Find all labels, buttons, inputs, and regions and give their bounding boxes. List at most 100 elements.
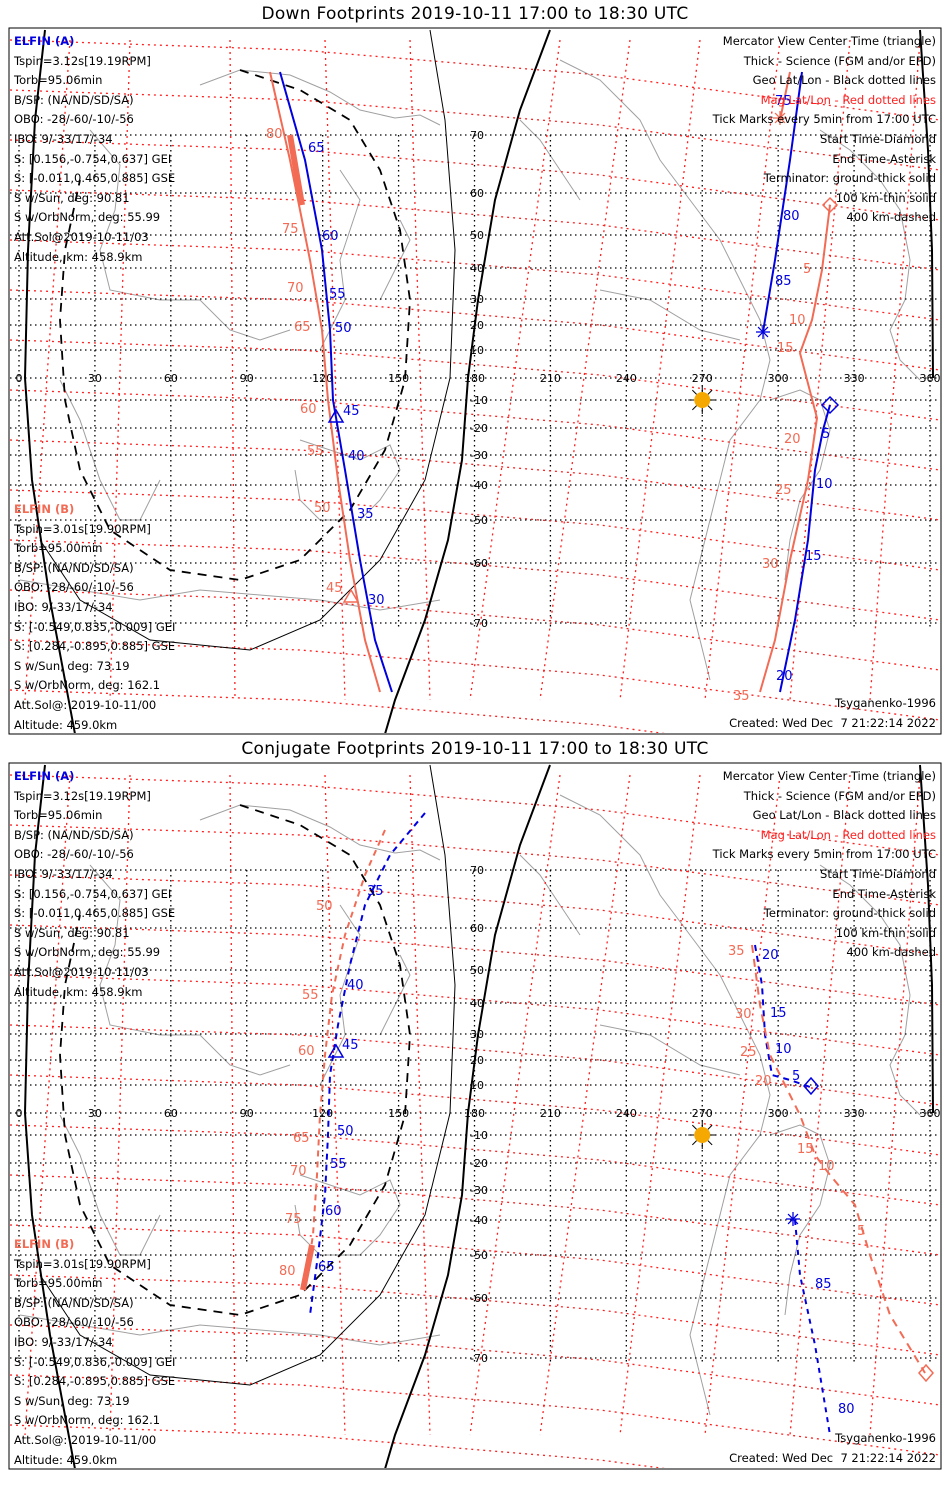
legend-line: 100 km-thin solid <box>835 925 936 940</box>
mag-lat-line <box>10 1274 940 1356</box>
lon-tick-label: 60 <box>164 372 178 385</box>
elfin-b-tick-label: 70 <box>290 1164 307 1179</box>
elfin-b-tick-label: 30 <box>762 557 779 572</box>
lat-tick-label: 30 <box>470 1028 484 1041</box>
elfin-a-end-asterisk <box>757 326 769 338</box>
elfin-b-tick-label: 20 <box>755 1074 772 1089</box>
mag-lat-line <box>10 1174 940 1256</box>
gse: S: [0.284,-0.895,0.885] GSE <box>14 1374 176 1389</box>
mag-lon-line <box>24 39 71 701</box>
elfin-b-tick-label: 30 <box>735 1007 752 1022</box>
lat-tick-label: -20 <box>470 422 488 435</box>
elfin-b-tick-label: 15 <box>777 341 794 356</box>
tspin: Tspin=3.12s[19.19RPM] <box>14 788 151 803</box>
lon-tick-label: 180 <box>464 1107 485 1120</box>
coastline <box>599 289 741 341</box>
coastline <box>319 904 361 1086</box>
mag-lat-line <box>10 489 940 571</box>
mag-lon-line <box>869 39 921 701</box>
mag-lon-line <box>789 774 851 1436</box>
model-name: Tsyganenko-1996 <box>835 1431 936 1445</box>
legend-line: Geo Lat/Lon - Black dotted lines <box>752 808 936 823</box>
orbnorm-angle: S w/OrbNorm, deg: 55.99 <box>14 210 161 225</box>
elfin-a-tick-label: 85 <box>815 1277 832 1292</box>
elfin-a-label: ELFIN (A) <box>14 34 75 48</box>
elfin-a-track-right-1 <box>762 71 803 333</box>
mag-lat-line <box>10 1074 940 1156</box>
elfin-a-tick-label: 15 <box>805 549 822 564</box>
coastline <box>199 69 441 126</box>
obo: OBO: -28/-60/-10/-56 <box>14 112 134 127</box>
footer: Tsyganenko-1996 Created: Wed Dec 7 21:22… <box>729 1429 936 1468</box>
lat-tick-label: 60 <box>470 922 484 935</box>
terminator-400km <box>59 69 411 581</box>
lon-tick-label: 210 <box>540 1107 561 1120</box>
coastline <box>59 379 161 521</box>
lon-tick-label: 0 <box>16 1107 23 1120</box>
elfin-b-tick-label: 15 <box>797 1142 814 1157</box>
elfin-b-tick-label: 10 <box>818 1159 835 1174</box>
mag-lon-line <box>229 39 236 701</box>
mag-lon-line <box>229 774 236 1436</box>
lat-tick-label: 10 <box>470 1079 484 1092</box>
elfin-a-tick-label: 35 <box>357 507 374 522</box>
altitude: Altitude: 459.0km <box>14 1452 118 1467</box>
mag-lon-line <box>619 39 701 701</box>
lat-tick-label: -10 <box>470 1129 488 1142</box>
elfin-b-tick-label: 20 <box>784 432 801 447</box>
sun-angle: S w/Sun, deg: 73.19 <box>14 1393 130 1408</box>
elfin-b-track-left <box>305 829 386 1281</box>
elfin-b-end-asterisk <box>774 112 786 124</box>
legend-line: Start Time-Diamond <box>820 866 936 881</box>
elfin-b-tick-label: 5 <box>857 1224 865 1239</box>
sun-angle: S w/Sun, deg: 90.81 <box>14 190 130 205</box>
terminator-ground-right <box>919 764 934 1114</box>
elfin-a-track-right-2 <box>794 1219 831 1436</box>
sun-ray <box>707 1140 713 1146</box>
lon-tick-label: 300 <box>768 372 789 385</box>
legend-line: Tick Marks every 5min from 17:00 UTC <box>712 112 936 127</box>
sun-ray <box>691 389 697 395</box>
lon-tick-label: 360 <box>920 372 941 385</box>
legend-line: 100 km-thin solid <box>835 190 936 205</box>
elfin-a-tick-label: 45 <box>343 404 360 419</box>
lat-tick-label: 40 <box>470 997 484 1010</box>
lon-tick-label: 90 <box>240 372 254 385</box>
mag-lat-line <box>10 974 940 1056</box>
legend-line: Thick - Science (FGM and/or EPD) <box>743 788 936 803</box>
lon-tick-label: 360 <box>920 1107 941 1120</box>
coastline <box>19 1314 441 1346</box>
sun-ray <box>707 405 713 411</box>
coastline <box>769 389 831 581</box>
mag-lon-line <box>704 39 781 701</box>
terminator-ground-mid <box>384 764 551 1468</box>
elfin-b-info: ELFIN (B) Tspin=3.01s[19.90RPM] Torb=95.… <box>14 1235 175 1470</box>
legend-line: Terminator: ground-thick solid <box>763 906 936 921</box>
map-content <box>10 29 940 733</box>
mag-lat-line <box>10 924 940 1006</box>
panel-title: Conjugate Footprints 2019-10-11 17:00 to… <box>241 739 709 759</box>
legend-line: Mercator View Center Time (triangle) <box>722 34 936 48</box>
mag-lat-line <box>10 339 940 421</box>
ibo: IBO: 9/-33/17/-34 <box>14 866 113 881</box>
lat-tick-label: 50 <box>470 964 484 977</box>
elfin-b-label: ELFIN (B) <box>14 1237 75 1251</box>
mag-lon-line <box>109 774 131 1436</box>
elfin-a-track-right-1 <box>754 944 811 1088</box>
elfin-a-tick-label: 20 <box>762 948 779 963</box>
lon-tick-label: 330 <box>844 372 865 385</box>
mag-lon-line <box>704 774 781 1436</box>
mag-lat-line <box>10 689 666 733</box>
elfin-a-tick-label: 80 <box>838 1402 855 1417</box>
map-frame <box>8 762 942 1470</box>
coastline <box>559 794 771 1416</box>
lat-tick-label: -10 <box>470 394 488 407</box>
coastline <box>769 1124 831 1316</box>
lat-tick-label: -30 <box>470 1184 488 1197</box>
legend-line: Mag Lat/Lon - Red dotted lines <box>760 827 936 842</box>
lat-tick-label: 60 <box>470 187 484 200</box>
sun-icon <box>694 1127 711 1143</box>
elfin-b-tick-label: 35 <box>728 944 745 959</box>
elfin-b-tick-label: 50 <box>316 899 333 914</box>
mag-lon-line <box>324 774 346 1436</box>
